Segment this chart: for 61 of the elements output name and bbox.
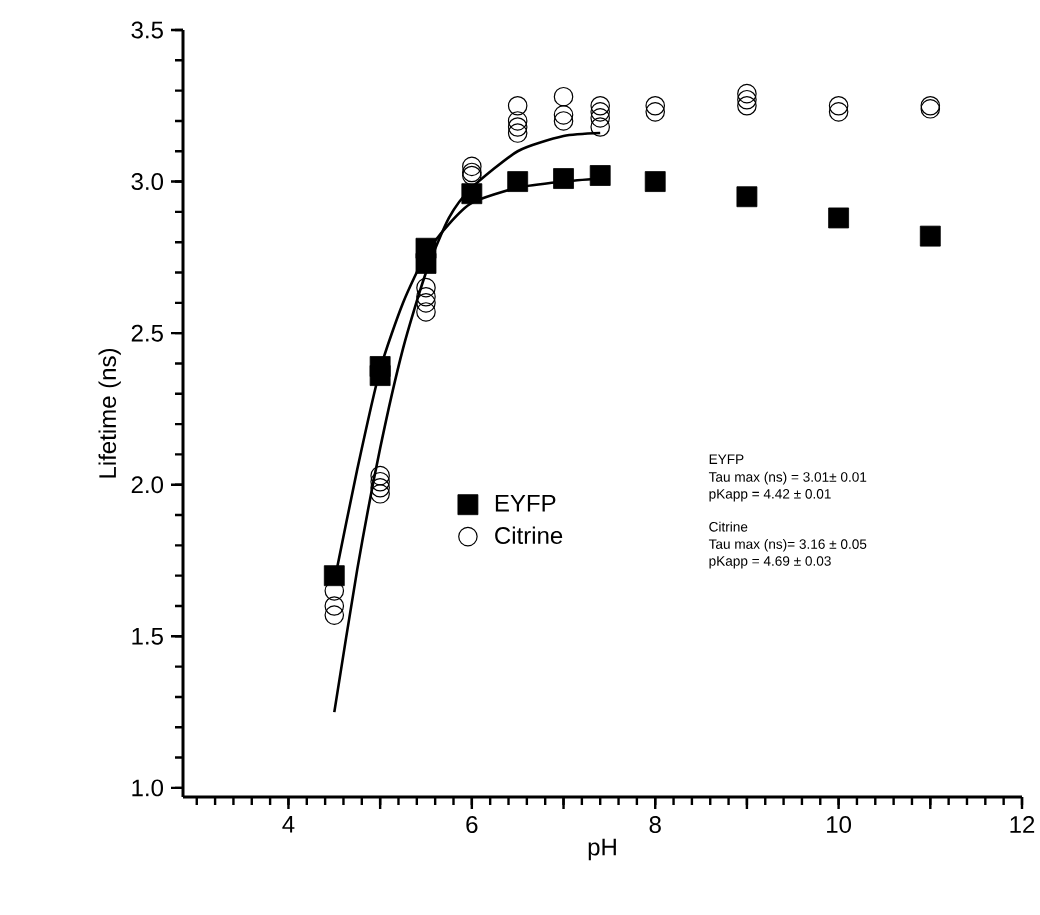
- point: [324, 605, 345, 625]
- y-tick-label: 3.5: [131, 21, 163, 39]
- point: [416, 286, 436, 307]
- x-axis-title: pH: [588, 838, 616, 861]
- y-tick-label: 3.0: [131, 173, 164, 191]
- point: [553, 111, 574, 131]
- point: [828, 95, 849, 116]
- y-tick-label: 1.0: [132, 779, 164, 797]
- point: [553, 105, 574, 125]
- x-tick-label: 4: [282, 816, 295, 833]
- point: [590, 95, 611, 116]
- point: [370, 484, 390, 504]
- point: [645, 102, 666, 122]
- point: [828, 102, 849, 122]
- point: [737, 95, 757, 116]
- point: [507, 117, 528, 137]
- y-tick-label: 2.5: [131, 324, 163, 342]
- annotation: Tau max (ns)= 3.16 ± 0.05: [708, 538, 867, 552]
- point: [919, 225, 941, 247]
- y-axis-title: Lifetime (ns): [98, 349, 121, 478]
- point: [324, 596, 345, 616]
- x-tick-label: 10: [827, 816, 852, 834]
- point: [323, 565, 345, 587]
- point: [416, 293, 436, 313]
- point: [553, 86, 574, 107]
- point: [370, 465, 390, 486]
- point: [507, 123, 528, 143]
- y-tick-label: 2.0: [131, 476, 164, 494]
- y-tick-label: 1.5: [132, 627, 163, 645]
- point: [736, 186, 758, 208]
- point: [507, 171, 529, 192]
- x-tick-label: 6: [466, 816, 478, 834]
- annotation: pKapp = 4.42 ± 0.01: [709, 489, 831, 502]
- annotation: Tau max (ns) = 3.01± 0.01: [708, 471, 867, 485]
- point: [589, 165, 611, 186]
- point: [416, 277, 436, 298]
- annotation: Citrine: [709, 521, 748, 532]
- annotation: EYFP: [709, 454, 744, 464]
- point: [737, 89, 757, 110]
- point: [370, 471, 390, 492]
- point: [737, 83, 757, 104]
- point: [590, 108, 611, 128]
- point: [507, 111, 528, 131]
- point: [461, 183, 483, 205]
- point: [369, 365, 391, 386]
- point: [415, 253, 437, 274]
- x-tick-label: 12: [1010, 816, 1035, 833]
- point: [553, 168, 574, 189]
- legend-label: Citrine: [495, 526, 563, 545]
- legend-label: EYFP: [495, 494, 556, 512]
- point: [416, 302, 436, 322]
- x-tick-label: 8: [649, 816, 661, 834]
- point: [590, 102, 611, 122]
- point: [644, 171, 666, 192]
- point: [507, 95, 528, 116]
- point: [370, 477, 390, 498]
- point: [590, 117, 611, 137]
- point: [645, 95, 666, 116]
- point: [828, 207, 850, 229]
- point: [462, 156, 482, 177]
- annotation: pKapp = 4.69 ± 0.03: [709, 556, 831, 569]
